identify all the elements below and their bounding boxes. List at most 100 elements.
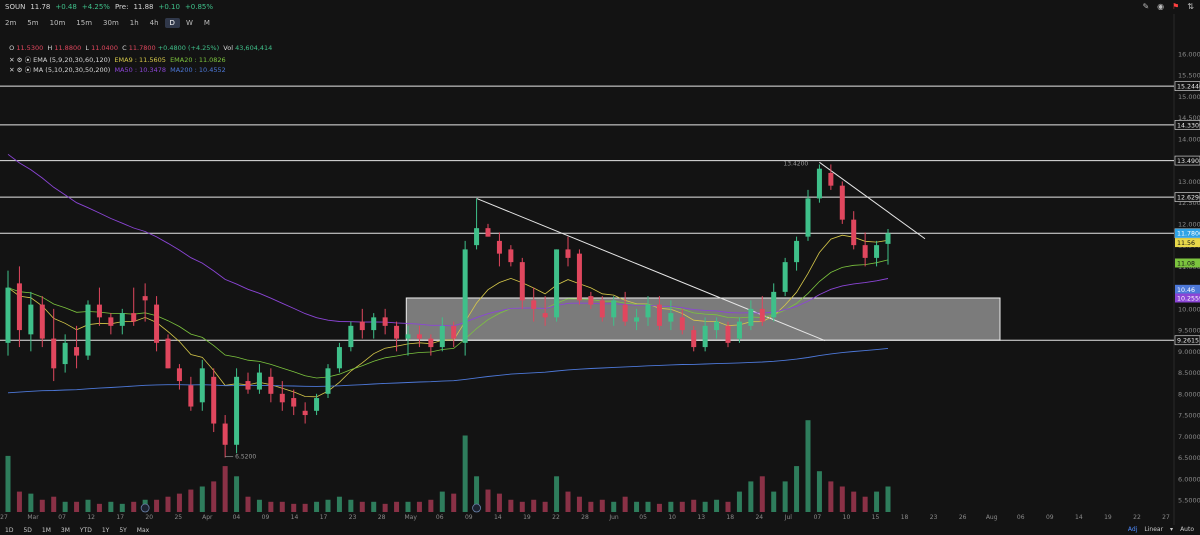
volume-bar [474,476,480,512]
candle-body [39,304,45,339]
high-label: H [47,44,53,52]
volume-bar [199,486,205,512]
volume-bar [611,501,617,512]
candle-body [211,376,217,424]
volume-bar [336,496,342,512]
close-icon[interactable]: ✕ [9,56,15,64]
x-tick-label: 13 [697,514,705,521]
price-change: +0.48 [55,3,77,11]
level-price-box [1174,81,1200,91]
range-1y[interactable]: 1Y [101,527,110,534]
volume-bar [405,501,411,512]
volume-bar [565,491,571,512]
candle-body [485,228,491,237]
y-tick-label: 5.5000 [1178,497,1200,505]
range-5y[interactable]: 5Y [119,527,127,534]
candle-body [519,262,525,301]
volume-bar [576,496,582,512]
range-5d[interactable]: 5D [23,527,32,534]
y-tick-label: 12.0000 [1178,220,1200,228]
y-tick-label: 13.0000 [1178,178,1200,186]
volume-bar [496,493,502,512]
x-tick-label: 10 [668,514,676,521]
level-price-label: 15.2440 [1177,84,1200,91]
ticker-symbol[interactable]: SOUN [5,3,26,11]
timeframe-d[interactable]: D [164,18,180,28]
settings-icon[interactable]: ⚙ [16,56,23,64]
volume-bar [554,476,560,512]
visibility-icon[interactable]: ⦿ [24,66,32,74]
visibility-icon[interactable]: ⦿ [24,56,32,64]
x-tick-label: 18 [901,514,909,521]
ticker-header: SOUN 11.78 +0.48 +4.25% Pre: 11.88 +0.10… [0,0,1200,14]
timeframe-1h[interactable]: 1h [129,19,139,27]
volume-bar [691,499,697,512]
volume-bar [108,501,114,512]
level-price-label: 12.6296 [1177,195,1200,202]
x-tick-label: 22 [552,514,560,521]
auto-toggle[interactable]: Auto [1180,526,1194,533]
volume-bar [736,491,742,512]
candle-body [805,198,811,237]
timeframe-10m[interactable]: 10m [49,19,66,27]
range-1m[interactable]: 1M [41,527,51,534]
volume-bar [794,466,800,512]
timeframe-w[interactable]: W [185,19,193,27]
candle-body [382,317,388,326]
candle-body [199,368,205,403]
settings-icon[interactable]: ⚙ [16,66,23,74]
timeframe-15m[interactable]: 15m [76,19,93,27]
x-tick-label: 14 [291,514,299,521]
timeframe-m[interactable]: M [203,19,210,27]
timeframe-4h[interactable]: 4h [149,19,159,27]
trendline [819,161,926,240]
volume-bar [291,503,297,512]
range-1d[interactable]: 1D [5,527,14,534]
adj-toggle[interactable]: Adj [1127,526,1138,533]
x-tick-label: 26 [959,514,967,521]
x-tick-label: 12 [87,514,95,521]
candle-body [462,249,468,343]
candle-body [416,334,422,339]
volume-bar [371,501,377,512]
volume-bar [805,420,811,512]
price-tag-label: 11.56 [1177,240,1195,247]
x-tick-label: 25 [174,514,182,521]
volume-bar [5,455,11,512]
candle-body [336,347,342,369]
chevron-down-icon[interactable]: ▾ [1170,526,1174,533]
volume-label: Vol [223,44,234,52]
volume-bar [268,501,274,512]
range-ytd[interactable]: YTD [79,527,92,534]
ma-name: MA (5,10,20,30,50,200) [33,66,111,74]
volume-bar [74,501,80,512]
candle-body [28,304,34,335]
timeframe-2m[interactable]: 2m [5,19,17,27]
alert-icon[interactable]: ⚑ [1172,2,1180,11]
candle-body [565,249,571,258]
volume-bar [176,493,182,512]
close-icon[interactable]: ✕ [9,66,15,74]
timeframe-30m[interactable]: 30m [103,19,119,27]
ma-indicator-row[interactable]: ✕ ⚙ ⦿ MA (5,10,20,30,50,200) MA50 : 10.3… [5,56,226,74]
ema-indicator-row[interactable]: ✕ ⚙ ⦿ EMA (5,9,20,30,60,120) EMA9 : 11.5… [5,46,226,64]
pencil-icon[interactable]: ✎ [1142,2,1150,11]
candle-body [314,398,320,411]
timeframe-5m[interactable]: 5m [27,19,39,27]
level-price-box [1174,335,1200,346]
volume-bar [96,503,102,512]
earnings-marker-icon [472,503,481,513]
compare-icon[interactable]: ⇅ [1187,2,1194,11]
range-max[interactable]: Max [136,527,150,534]
scale-select[interactable]: Linear [1144,526,1164,533]
level-price-box [1174,120,1200,130]
volume-bar [359,501,365,512]
eye-icon[interactable]: ◉ [1157,2,1165,11]
range-3m[interactable]: 3M [60,527,70,534]
x-tick-label: 09 [465,514,473,521]
candle-body [816,168,822,199]
level-price-box [1174,192,1200,203]
y-tick-label: 7.5000 [1178,412,1200,420]
x-tick-label: 24 [755,514,763,521]
